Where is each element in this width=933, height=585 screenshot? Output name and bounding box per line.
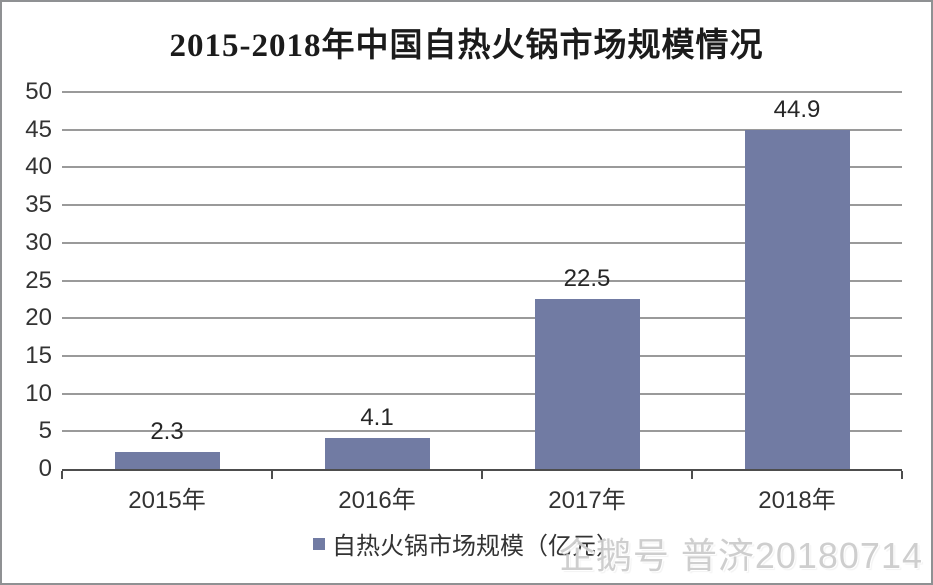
x-axis-tick — [271, 471, 273, 479]
x-axis-labels: 2015年 2016年 2017年 2018年 — [62, 480, 902, 514]
x-axis-tick — [481, 471, 483, 479]
gridline — [62, 91, 902, 93]
x-axis-label: 2015年 — [128, 487, 206, 514]
y-tick-label: 15 — [25, 341, 52, 369]
y-tick-label: 0 — [38, 455, 52, 482]
y-tick-label: 20 — [25, 304, 52, 332]
y-tick-label: 50 — [25, 78, 52, 105]
x-axis-label: 2016年 — [338, 487, 416, 514]
bar-2017年 — [535, 299, 640, 469]
y-tick-label: 5 — [38, 417, 52, 445]
gridline — [62, 354, 902, 357]
gridline — [62, 204, 902, 207]
bar-2015年 — [115, 452, 220, 469]
bar-value-label: 4.1 — [360, 404, 394, 431]
gridline — [62, 430, 902, 433]
y-tick-label: 35 — [25, 191, 52, 219]
gridline — [62, 128, 902, 131]
x-axis-line — [62, 469, 902, 471]
gridline — [62, 317, 902, 320]
bar-2018年 — [745, 130, 850, 469]
y-tick-label: 25 — [25, 266, 52, 294]
bar-2016年 — [325, 438, 430, 469]
y-tick-label: 10 — [25, 379, 52, 407]
y-tick-label: 45 — [25, 115, 52, 143]
legend: 自热火锅市场规模（亿元） — [2, 526, 931, 561]
gridline — [62, 279, 902, 282]
gridline — [62, 392, 902, 395]
y-axis-labels: 0 5 10 15 20 25 30 35 40 45 50 — [2, 79, 52, 482]
gridline — [62, 241, 902, 244]
bar-value-label: 22.5 — [563, 265, 611, 292]
x-axis-tick — [691, 471, 693, 479]
chart-title: 2015-2018年中国自热火锅市场规模情况 — [169, 28, 764, 64]
watermark: 企鹅号 普济20180714 — [558, 535, 923, 576]
bar-value-label: 2.3 — [150, 418, 184, 445]
plot-area: 2.3 4.1 22.5 44.9 — [61, 91, 903, 479]
gridline — [62, 166, 902, 169]
legend-label: 自热火锅市场规模（亿元） — [332, 533, 620, 560]
legend-swatch-icon — [313, 537, 325, 550]
bar-value-label: 44.9 — [773, 96, 821, 123]
x-axis-tick — [901, 471, 903, 479]
x-axis-tick — [61, 471, 63, 479]
x-axis-label: 2017年 — [548, 487, 626, 514]
y-tick-label: 30 — [25, 228, 52, 256]
y-tick-label: 40 — [25, 153, 52, 181]
x-axis-label: 2018年 — [758, 487, 836, 514]
